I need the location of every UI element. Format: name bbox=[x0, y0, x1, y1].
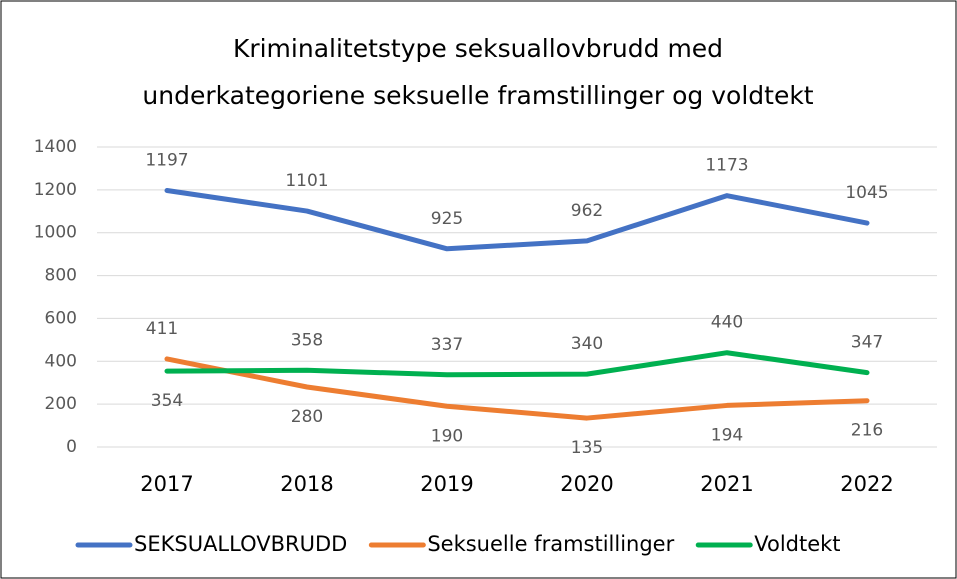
chart-title: underkategoriene seksuelle framstillinge… bbox=[142, 81, 813, 110]
data-label: 1173 bbox=[705, 156, 748, 176]
y-tick-label: 0 bbox=[66, 437, 77, 457]
data-label: 925 bbox=[431, 209, 463, 229]
data-label: 340 bbox=[571, 334, 603, 354]
y-tick-label: 1200 bbox=[34, 180, 77, 200]
x-tick-label: 2019 bbox=[420, 472, 473, 496]
data-label: 1197 bbox=[145, 151, 188, 171]
data-label: 962 bbox=[571, 201, 603, 221]
y-tick-label: 1000 bbox=[34, 223, 77, 243]
line-series bbox=[164, 188, 870, 252]
data-label: 354 bbox=[151, 391, 183, 411]
data-label: 1101 bbox=[285, 171, 328, 191]
y-tick-label: 800 bbox=[45, 266, 77, 286]
line-series bbox=[164, 356, 870, 421]
data-label: 411 bbox=[146, 319, 178, 339]
legend-label: Seksuelle framstillinger bbox=[427, 532, 674, 556]
data-label: 194 bbox=[711, 425, 743, 445]
x-tick-label: 2018 bbox=[280, 472, 333, 496]
y-tick-label: 200 bbox=[45, 394, 77, 414]
x-tick-label: 2020 bbox=[560, 472, 613, 496]
x-tick-label: 2022 bbox=[840, 472, 893, 496]
y-tick-label: 1400 bbox=[34, 137, 77, 157]
data-label: 440 bbox=[711, 313, 743, 333]
data-label: 190 bbox=[431, 426, 463, 446]
legend-label: Voldtekt bbox=[754, 532, 840, 556]
data-label: 347 bbox=[851, 333, 883, 353]
data-label: 280 bbox=[291, 407, 323, 427]
line-series bbox=[164, 350, 870, 378]
y-tick-label: 600 bbox=[45, 308, 77, 328]
x-tick-label: 2021 bbox=[700, 472, 753, 496]
chart-title: Kriminalitetstype seksuallovbrudd med bbox=[233, 34, 723, 63]
data-label: 1045 bbox=[845, 183, 888, 203]
data-label: 135 bbox=[571, 438, 603, 458]
x-tick-label: 2017 bbox=[140, 472, 193, 496]
data-label: 358 bbox=[291, 330, 323, 350]
data-label: 216 bbox=[851, 421, 883, 441]
y-tick-label: 400 bbox=[45, 351, 77, 371]
legend-label: SEKSUALLOVBRUDD bbox=[134, 532, 347, 556]
data-label: 337 bbox=[431, 335, 463, 355]
